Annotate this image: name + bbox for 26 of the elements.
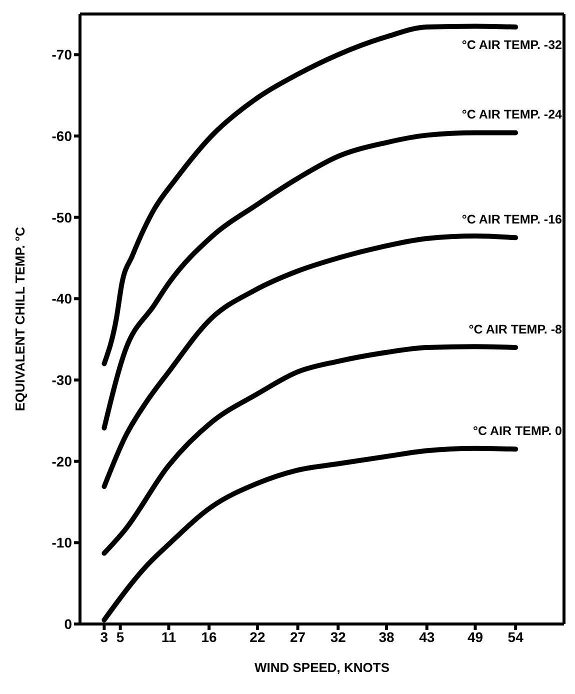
y-tick-label: -70	[52, 46, 72, 63]
y-tick-label: -40	[52, 290, 72, 307]
x-tick-label: 5	[116, 628, 124, 645]
y-tick-label: -50	[52, 209, 72, 226]
series-label: °C AIR TEMP. -32	[462, 38, 562, 52]
x-tick-label: 32	[330, 628, 346, 645]
y-tick-label: -10	[52, 534, 72, 551]
y-tick-label: -20	[52, 453, 72, 470]
series-label: °C AIR TEMP. 0	[472, 424, 562, 438]
y-tick-label: 0	[64, 616, 72, 632]
x-tick-label: 22	[250, 628, 266, 645]
x-tick-label: 27	[290, 628, 306, 645]
x-tick-label: 3	[100, 628, 108, 645]
x-tick-label: 43	[419, 628, 435, 645]
series-label: °C AIR TEMP. -16	[462, 212, 562, 227]
y-axis-title: EQUIVALENT CHILL TEMP. °C	[12, 226, 28, 412]
x-axis-title: WIND SPEED, KNOTS	[254, 660, 390, 675]
x-tick-label: 38	[378, 628, 395, 645]
series-label: °C AIR TEMP. -8	[468, 322, 562, 336]
y-tick-label: -60	[52, 128, 72, 144]
x-tick-label: 11	[161, 628, 176, 645]
x-tick-label: 16	[201, 628, 218, 645]
x-tick-label: 54	[508, 628, 524, 645]
series-label: °C AIR TEMP. -24	[462, 108, 562, 122]
x-tick-label: 49	[467, 628, 484, 645]
y-tick-label: -30	[52, 372, 72, 388]
